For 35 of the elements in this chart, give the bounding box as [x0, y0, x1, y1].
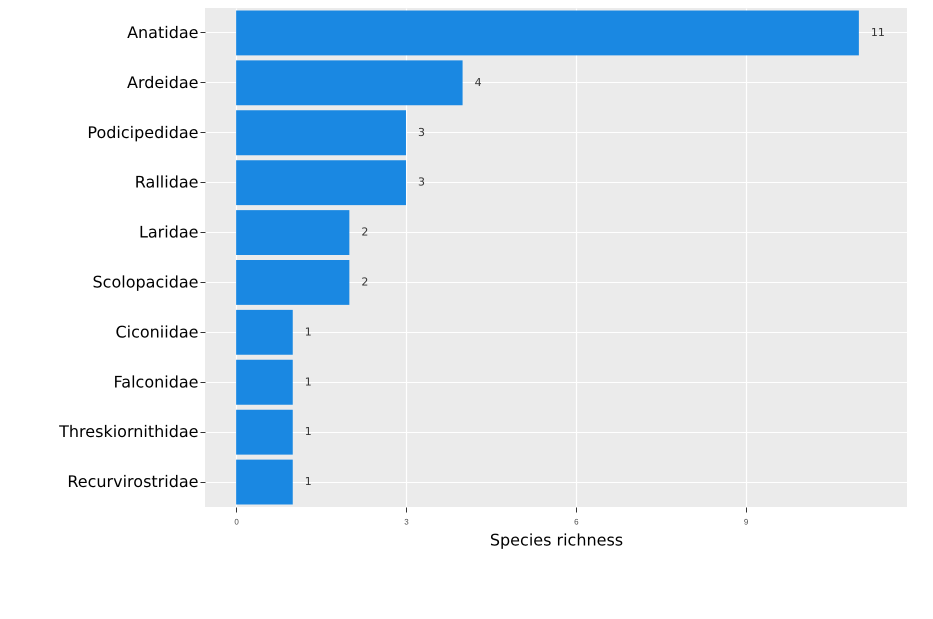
data-label: 1	[304, 425, 312, 438]
y-tick-label: Anatidae	[127, 22, 198, 42]
data-label: 1	[304, 475, 312, 488]
bar	[236, 160, 406, 206]
y-tick-label: Threskiornithidae	[58, 422, 198, 442]
y-tick-label: Ardeidae	[127, 72, 198, 92]
data-label: 3	[418, 126, 425, 139]
bar	[236, 460, 293, 505]
data-label: 1	[304, 325, 312, 338]
data-label: 4	[474, 76, 482, 89]
bar	[236, 210, 350, 256]
bar	[236, 60, 463, 106]
data-label: 11	[870, 26, 885, 39]
x-tick-label: 3	[404, 518, 410, 526]
bar	[236, 360, 293, 405]
data-label: 1	[304, 375, 312, 388]
x-tick-label: 0	[234, 518, 240, 526]
x-axis-title: Species richness	[490, 530, 624, 550]
data-label: 2	[361, 226, 368, 239]
bar	[236, 410, 293, 455]
y-tick-label: Ciconiidae	[115, 322, 198, 342]
bar	[236, 260, 350, 305]
y-tick-label: Podicipedidae	[87, 122, 198, 142]
y-tick-label: Laridae	[138, 222, 198, 242]
y-tick-label: Recurvirostridae	[67, 472, 198, 492]
data-label: 3	[418, 176, 425, 189]
bar	[236, 10, 859, 56]
data-label: 2	[361, 275, 368, 288]
x-tick-label: 6	[574, 518, 580, 526]
y-tick-label: Falconidae	[114, 372, 198, 392]
bar	[236, 310, 293, 355]
bar	[236, 110, 406, 156]
y-tick-label: Scolopacidae	[92, 272, 198, 292]
y-tick-label: Rallidae	[134, 172, 198, 192]
x-tick-label: 9	[744, 518, 749, 526]
